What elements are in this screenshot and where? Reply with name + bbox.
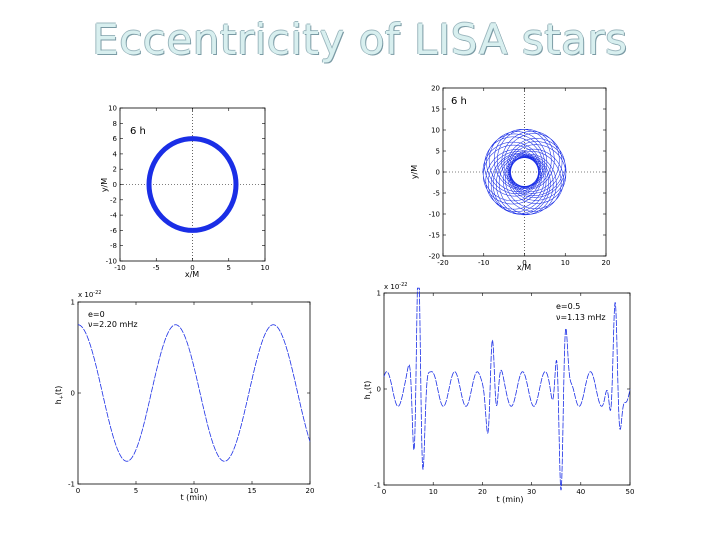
y-tick-label: 1 bbox=[71, 299, 75, 307]
y-tick-label: 0 bbox=[113, 181, 117, 189]
y-tick-label: -4 bbox=[110, 212, 118, 220]
x-tick-label: 10 bbox=[261, 264, 270, 272]
x-tick-label: 0 bbox=[76, 487, 80, 495]
y-tick-label: 20 bbox=[431, 85, 440, 93]
orbit-circular-svg: -10 -5 0 5 10 10 8 6 4 2 0 -2 -4 -6 -8 -10 6 h x/M y/M bbox=[100, 105, 270, 280]
x-tick-label: 10 bbox=[429, 488, 438, 496]
y-tick-label: 10 bbox=[431, 127, 440, 135]
y-tick-label: 10 bbox=[108, 105, 117, 113]
y-axis-label: h+(t) bbox=[54, 386, 65, 405]
orbit-trajectory bbox=[482, 128, 567, 216]
y-tick-label: -8 bbox=[110, 242, 117, 250]
waveform-curve bbox=[78, 324, 311, 462]
x-tick-label: -5 bbox=[153, 264, 160, 272]
orbit-period-label: 6 h bbox=[451, 96, 467, 107]
x-tick-label: 15 bbox=[248, 487, 257, 495]
orbit-circular-plot: -10 -5 0 5 10 10 8 6 4 2 0 -2 -4 -6 -8 -10 6 h x/M y/M bbox=[95, 100, 275, 280]
y-tick-label: -1 bbox=[68, 481, 75, 489]
y-tick-label: 0 bbox=[436, 169, 440, 177]
x-tick-label: 0 bbox=[382, 488, 386, 496]
orbit-period-label: 6 h bbox=[130, 126, 146, 137]
x-tick-label: -10 bbox=[478, 259, 489, 267]
x-tick-label: 40 bbox=[576, 488, 585, 496]
y-tick-label: 5 bbox=[436, 148, 440, 156]
waveform-circular-plot: 0 5 10 15 20 1 0 -1 x 10-22 e=0 ν=2.20 mHz t (m… bbox=[50, 285, 325, 510]
x-tick-label: 5 bbox=[134, 487, 138, 495]
x-tick-label: -10 bbox=[114, 264, 125, 272]
slide-title: Eccentricity of LISA stars bbox=[92, 15, 628, 64]
x-tick-label: 50 bbox=[626, 488, 635, 496]
x-axis-label: t (min) bbox=[496, 495, 523, 504]
orbit-trajectory bbox=[146, 136, 239, 233]
x-tick-label: 10 bbox=[190, 487, 199, 495]
y-tick-label: -5 bbox=[433, 190, 440, 198]
y-tick-label: -1 bbox=[374, 482, 381, 490]
x-tick-label: 0 bbox=[190, 264, 194, 272]
y-tick-label: 2 bbox=[113, 166, 117, 174]
y-tick-label: 0 bbox=[71, 390, 75, 398]
y-axis-label: y/M bbox=[100, 178, 109, 192]
frequency-annotation: ν=2.20 mHz bbox=[88, 320, 138, 329]
y-axis-label: y/M bbox=[410, 165, 419, 179]
y-tick-label: 1 bbox=[377, 290, 381, 298]
waveform-curve bbox=[383, 287, 631, 491]
plot-frame bbox=[383, 292, 631, 486]
x-axis-label: t (min) bbox=[180, 493, 207, 502]
eccentricity-annotation: e=0.5 bbox=[556, 302, 580, 311]
y-tick-label: -10 bbox=[429, 211, 440, 219]
x-tick-label: 20 bbox=[306, 487, 315, 495]
x-tick-label: 30 bbox=[527, 488, 536, 496]
y-tick-label: 15 bbox=[431, 106, 440, 114]
y-axis-label: h+(t) bbox=[363, 381, 374, 400]
y-tick-label: 4 bbox=[113, 150, 118, 158]
x-tick-label: 0 bbox=[522, 259, 526, 267]
x-tick-label: 5 bbox=[227, 264, 231, 272]
x-tick-label: 20 bbox=[602, 259, 611, 267]
y-tick-label: -15 bbox=[429, 232, 440, 240]
eccentricity-annotation: e=0 bbox=[88, 310, 105, 319]
frequency-annotation: ν=1.13 mHz bbox=[556, 313, 606, 322]
y-tick-label: 6 bbox=[113, 135, 118, 143]
orbit-eccentric-plot: -20 -10 0 10 20 20 15 10 5 0 -5 -10 -15 -20 6 h x/M y… bbox=[405, 80, 620, 275]
y-exponent-label: x 10-22 bbox=[78, 290, 101, 299]
y-tick-label: 8 bbox=[113, 120, 117, 128]
x-tick-label: 20 bbox=[478, 488, 487, 496]
x-tick-label: 10 bbox=[561, 259, 570, 267]
y-tick-label: -10 bbox=[106, 258, 117, 266]
x-axis-label: x/M bbox=[185, 270, 199, 279]
plot-frame bbox=[77, 301, 311, 485]
y-tick-label: -6 bbox=[110, 227, 118, 235]
x-axis-label: x/M bbox=[517, 263, 531, 272]
x-tick-label: -20 bbox=[437, 259, 448, 267]
y-exponent-label: x 10-22 bbox=[384, 282, 407, 291]
y-tick-label: -20 bbox=[429, 253, 440, 261]
y-tick-label: -2 bbox=[110, 196, 117, 204]
orbit-eccentric-svg: -20 -10 0 10 20 20 15 10 5 0 -5 -10 -15 -20 6 h x/M y… bbox=[410, 85, 611, 273]
waveform-eccentric-plot: 0 10 20 30 40 50 1 0 -1 x 10-22 e=0.5 ν=1.13 mHz… bbox=[360, 280, 645, 510]
y-tick-label: 0 bbox=[377, 386, 381, 394]
